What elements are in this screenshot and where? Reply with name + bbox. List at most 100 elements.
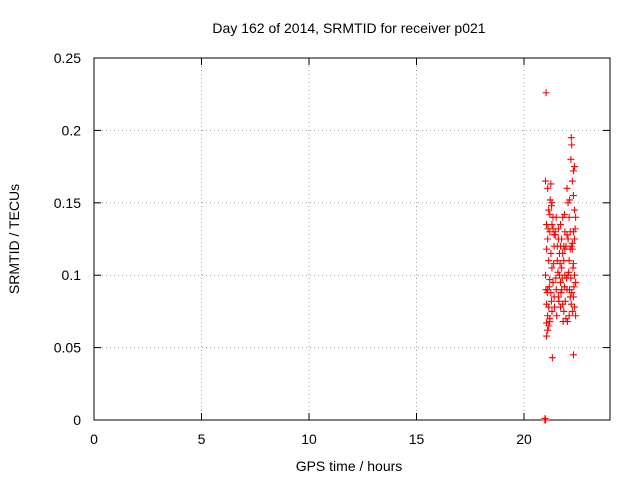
data-point-marker: [558, 264, 566, 272]
data-point-marker: [546, 276, 554, 284]
data-point-marker: [569, 293, 577, 301]
y-tick-label: 0.1: [62, 267, 82, 283]
data-point-marker: [543, 332, 551, 340]
data-point-marker: [557, 242, 565, 250]
data-point-marker: [556, 260, 564, 268]
data-point-marker: [563, 231, 571, 239]
data-point-marker: [572, 213, 580, 221]
data-point-marker: [551, 303, 559, 311]
data-point-marker: [568, 239, 576, 247]
data-point-marker: [560, 210, 568, 218]
data-point-marker: [571, 163, 579, 171]
data-point-marker: [546, 318, 554, 326]
data-point-marker: [571, 225, 579, 233]
data-point-marker: [568, 141, 576, 149]
data-point-marker: [563, 318, 571, 326]
data-point-marker: [542, 286, 550, 294]
data-point-marker: [548, 354, 556, 362]
data-point-marker: [565, 213, 573, 221]
data-point-marker: [569, 167, 577, 175]
data-point-marker: [564, 235, 572, 243]
data-point-marker: [567, 242, 575, 250]
grid-lines: [94, 58, 610, 420]
data-point-marker: [545, 283, 553, 291]
x-tick-label: 0: [90, 431, 98, 447]
data-point-marker: [550, 260, 558, 268]
data-point-marker: [569, 192, 577, 200]
data-point-marker: [545, 257, 553, 265]
data-point-marker: [560, 307, 568, 315]
data-point-marker: [567, 300, 575, 308]
data-point-marker: [542, 271, 549, 279]
data-point-marker: [568, 177, 576, 185]
data-point-marker: [547, 180, 555, 188]
data-point-marker: [569, 351, 577, 359]
data-point-marker: [571, 206, 579, 214]
data-point-marker: [554, 268, 562, 276]
data-point-marker: [568, 289, 576, 297]
data-point-marker: [548, 264, 556, 272]
data-points: [541, 89, 580, 424]
data-point-marker: [567, 134, 575, 142]
data-point-marker: [561, 297, 569, 305]
y-tick-label: 0.05: [54, 340, 81, 356]
data-point-marker: [567, 274, 575, 282]
data-point-marker: [552, 213, 560, 221]
data-point-marker: [542, 89, 550, 97]
data-point-marker: [557, 289, 565, 297]
data-point-marker: [554, 225, 562, 233]
data-point-marker: [557, 303, 565, 311]
y-axis-label: SRMTID / TECUs: [6, 184, 22, 294]
data-point-marker: [555, 249, 563, 257]
x-tick-label: 15: [409, 431, 425, 447]
data-point-marker: [571, 271, 579, 279]
x-tick-label: 20: [516, 431, 532, 447]
data-point-marker: [547, 249, 555, 257]
data-point-marker: [557, 278, 565, 286]
data-point-marker: [545, 206, 553, 214]
data-point-marker: [567, 155, 575, 163]
data-point-marker: [548, 221, 556, 229]
data-point-marker: [546, 210, 554, 218]
data-point-marker: [548, 297, 556, 305]
data-point-marker: [555, 297, 563, 305]
data-point-marker: [569, 264, 577, 272]
data-point-marker: [560, 283, 568, 291]
data-point-marker: [549, 278, 557, 286]
y-tick-label: 0.25: [54, 50, 81, 66]
data-point-marker: [569, 228, 577, 236]
data-point-marker: [558, 235, 566, 243]
data-point-marker: [566, 196, 574, 204]
chart-title: Day 162 of 2014, SRMTID for receiver p02…: [212, 20, 485, 36]
data-point-marker: [572, 312, 580, 320]
data-point-marker: [548, 307, 556, 315]
data-point-marker: [543, 245, 551, 253]
data-point-marker: [571, 303, 579, 311]
data-point-marker: [546, 196, 554, 204]
data-point-marker: [541, 416, 549, 424]
data-point-marker: [563, 184, 571, 192]
plot-frame: [93, 57, 611, 421]
data-point-marker: [559, 213, 567, 221]
data-point-marker: [545, 322, 553, 330]
data-point-marker: [571, 235, 579, 243]
data-point-marker: [553, 312, 561, 320]
y-tick-label: 0: [73, 412, 81, 428]
data-point-marker: [544, 326, 552, 334]
data-point-marker: [542, 177, 549, 185]
axes: 0 0.05 0.1 0.15 0.2 0.25 0 5 10 15 20: [54, 50, 610, 447]
data-point-marker: [550, 231, 558, 239]
data-point-marker: [565, 268, 573, 276]
data-point-marker: [544, 235, 552, 243]
x-tick-label: 5: [198, 431, 206, 447]
y-tick-label: 0.2: [62, 122, 82, 138]
x-tick-label: 10: [301, 431, 317, 447]
data-point-marker: [570, 283, 578, 291]
data-point-marker: [564, 199, 572, 207]
data-point-marker: [572, 278, 580, 286]
data-point-marker: [565, 312, 573, 320]
data-point-marker: [568, 307, 576, 315]
data-point-marker: [552, 274, 560, 282]
data-point-marker: [544, 225, 552, 233]
